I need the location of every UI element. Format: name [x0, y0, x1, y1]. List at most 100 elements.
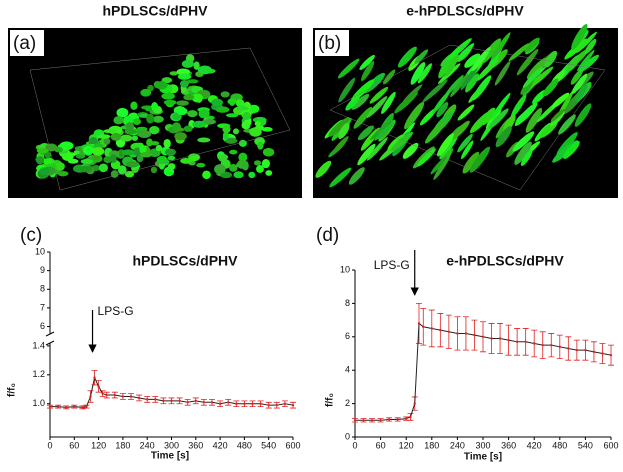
cell [132, 118, 141, 126]
data-point [550, 343, 553, 347]
cell [103, 156, 113, 164]
cell [140, 88, 152, 97]
cell [220, 171, 233, 179]
data-point [409, 415, 412, 419]
x-tick-label: 240 [450, 440, 465, 450]
data-point [413, 402, 416, 405]
chart-title: hPDLSCs/dPHV [132, 253, 238, 269]
cell [192, 120, 206, 128]
cell [197, 137, 211, 143]
cell [238, 139, 247, 147]
data-point [473, 333, 476, 337]
cell [551, 92, 570, 109]
x-tick-label: 180 [115, 440, 130, 450]
x-axis-label: Time [s] [151, 451, 189, 462]
data-point [243, 402, 246, 405]
cell [186, 79, 199, 84]
data-point [210, 401, 214, 404]
cell [103, 129, 117, 134]
y-tick-label: 7 [40, 302, 45, 312]
cell [357, 143, 376, 166]
data-point [362, 419, 365, 422]
cell [241, 120, 251, 130]
cell [232, 128, 240, 135]
cell [514, 102, 538, 126]
x-tick-label: 420 [527, 440, 542, 450]
cell [410, 62, 426, 85]
y-tick-label: 6 [40, 321, 45, 331]
x-tick-label: 0 [47, 440, 52, 450]
panel-title: e-hPDLSCs/dPHV [406, 3, 524, 19]
cell [119, 134, 133, 142]
cell [161, 77, 173, 84]
label-box [315, 30, 349, 56]
cell [348, 167, 365, 185]
cell [337, 58, 360, 79]
x-tick-label: 420 [213, 440, 228, 450]
cell [113, 116, 124, 125]
x-tick-label: 480 [552, 440, 567, 450]
cell [79, 165, 92, 173]
cell [249, 127, 262, 137]
y-tick-label: 8 [345, 298, 350, 308]
cell [163, 99, 177, 105]
data-point [162, 399, 165, 403]
cell [177, 73, 192, 80]
cell [242, 160, 249, 171]
cell [564, 38, 588, 60]
cell [315, 160, 332, 178]
label-box [10, 30, 44, 56]
cell [150, 166, 158, 174]
cell [248, 171, 256, 179]
data-point [146, 398, 149, 401]
cell [110, 154, 117, 163]
data-point [178, 399, 181, 403]
cell [481, 38, 502, 64]
cell [253, 160, 262, 166]
data-point [417, 322, 421, 325]
y-tick-label: 10 [340, 264, 350, 274]
cell [110, 170, 119, 178]
cell [254, 121, 262, 127]
cell [522, 66, 543, 88]
cell [257, 141, 264, 150]
data-point [481, 335, 485, 338]
cell [465, 73, 480, 93]
data-point [464, 332, 468, 335]
cell [171, 112, 182, 121]
data-point [121, 395, 125, 398]
cell [197, 65, 212, 75]
data-point [533, 342, 536, 345]
data-point [267, 403, 270, 407]
cell [469, 146, 491, 173]
data-point [396, 418, 399, 421]
cell [528, 66, 554, 89]
cell [196, 162, 206, 168]
cell [131, 135, 139, 141]
data-point [541, 343, 544, 347]
cell [215, 106, 230, 113]
data-point [202, 401, 206, 404]
cell [544, 50, 558, 68]
cell [36, 156, 45, 165]
x-tick-label: 240 [140, 440, 155, 450]
cell [390, 131, 413, 152]
data-point [507, 338, 510, 342]
cell [150, 141, 160, 146]
cell [110, 132, 122, 141]
cell [476, 58, 499, 81]
cell [262, 147, 275, 157]
cell [457, 104, 475, 121]
cell [458, 43, 475, 60]
cell [167, 155, 176, 161]
panel-label: (b) [318, 33, 341, 54]
cell [45, 143, 58, 152]
cell [576, 31, 597, 53]
cell [59, 141, 74, 151]
cell [578, 54, 600, 73]
cell [220, 91, 230, 98]
data-point [113, 393, 117, 397]
cell [481, 107, 496, 126]
cell [550, 108, 565, 122]
cell [338, 122, 350, 139]
